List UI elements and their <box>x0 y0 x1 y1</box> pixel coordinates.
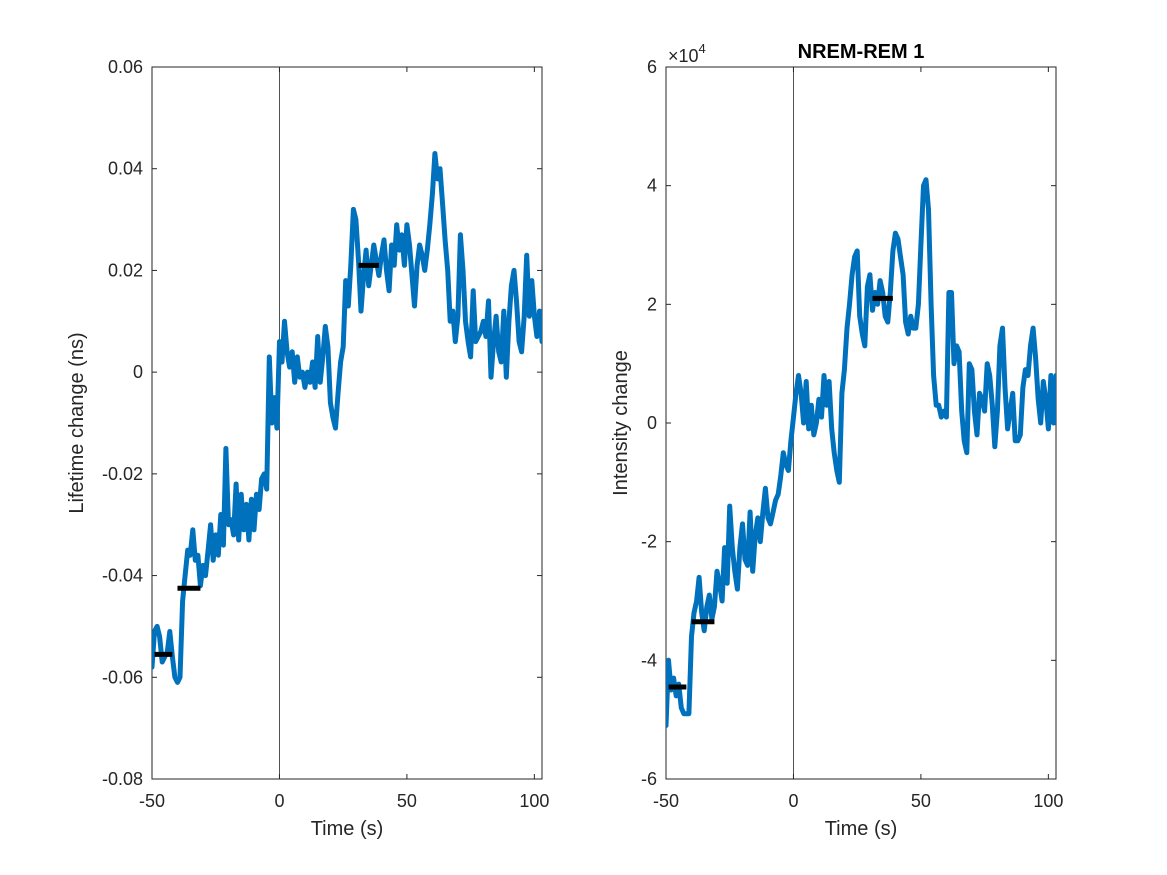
y-tick-label: 6 <box>647 57 657 77</box>
y-exponent-label: ×104 <box>668 41 706 66</box>
x-tick-label: -50 <box>653 791 679 811</box>
y-tick-label: -0.04 <box>102 566 143 586</box>
y-axis-label: Lifetime change (ns) <box>66 332 88 513</box>
y-tick-label: 0 <box>647 413 657 433</box>
subplot-1: -50 0 50 100 -0.08 -0.06 -0.04 -0.02 0 0.02 0.04 0.… <box>66 57 549 840</box>
x-tick-label: 0 <box>788 791 798 811</box>
y-tick-label: -0.02 <box>102 464 143 484</box>
x-tick-label: -50 <box>139 791 165 811</box>
y-tick-label: 4 <box>647 176 657 196</box>
y-tick-label: -0.08 <box>102 769 143 789</box>
y-tick-label: -6 <box>641 769 657 789</box>
y-tick-label: -4 <box>641 650 657 670</box>
exponent-base: ×10 <box>668 46 699 66</box>
series-line <box>152 151 542 685</box>
y-tick-label: 0.02 <box>108 260 143 280</box>
x-tick-label: 0 <box>274 791 284 811</box>
x-tick-label: 50 <box>397 791 417 811</box>
y-tick-label: -2 <box>641 532 657 552</box>
x-axis-label: Time (s) <box>311 818 384 840</box>
y-tick-label: 2 <box>647 294 657 314</box>
series-line <box>666 177 1056 729</box>
x-tick-label: 50 <box>911 791 931 811</box>
chart-title: NREM-REM 1 <box>798 41 925 63</box>
subplot-2: -50 0 50 100 -6 -4 -2 0 2 4 6 Time (s) Intensity cha… <box>610 41 1063 840</box>
y-axis-label: Intensity change <box>610 350 632 496</box>
y-tick-label: -0.06 <box>102 667 143 687</box>
x-tick-label: 100 <box>519 791 549 811</box>
y-tick-label: 0 <box>133 362 143 382</box>
x-tick-label: 100 <box>1033 791 1063 811</box>
y-tick-label: 0.04 <box>108 159 143 179</box>
x-axis-label: Time (s) <box>825 818 898 840</box>
y-tick-label: 0.06 <box>108 57 143 77</box>
axes-box <box>151 66 543 780</box>
exponent-power: 4 <box>699 41 706 56</box>
